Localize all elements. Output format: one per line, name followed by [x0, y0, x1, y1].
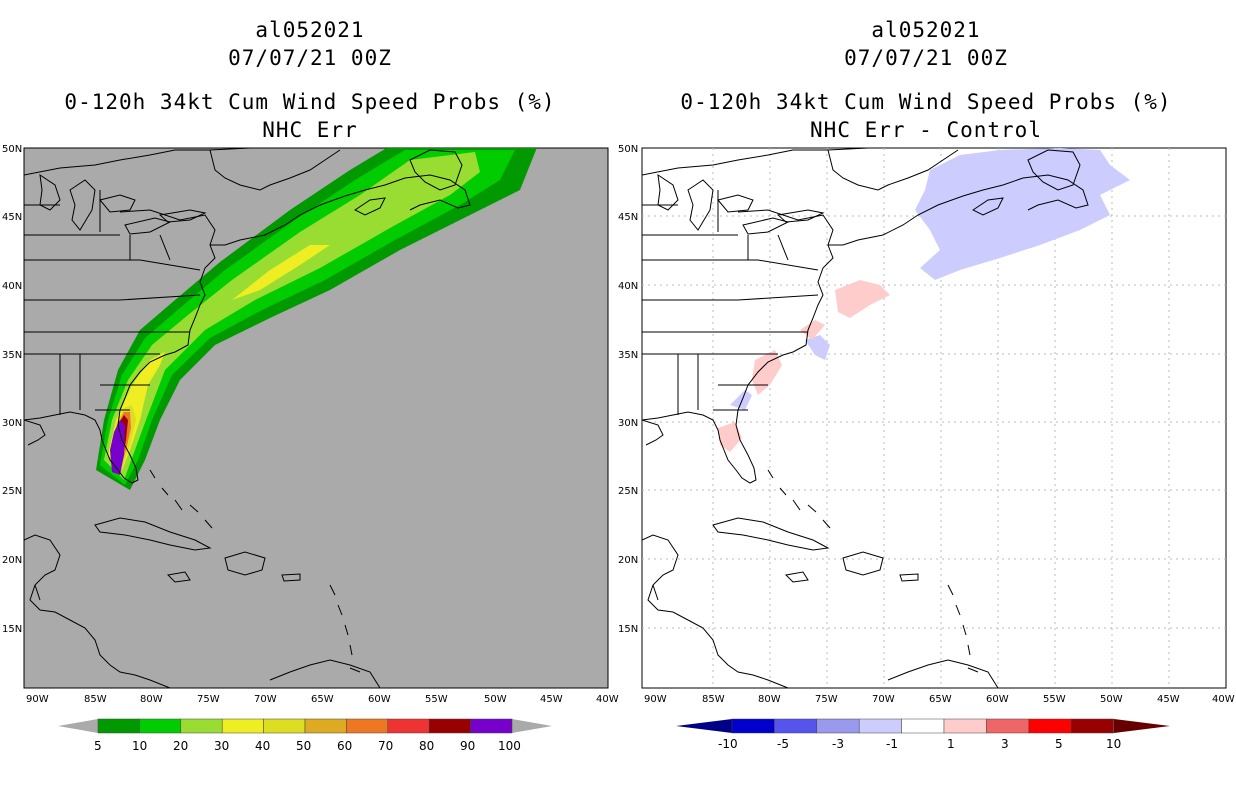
lon-label: 85W	[702, 694, 725, 705]
colorbar-swatch	[180, 718, 223, 734]
lon-label: 90W	[26, 694, 49, 705]
colorbar-label: 100	[498, 739, 521, 753]
lon-label: 75W	[815, 694, 838, 705]
lon-label: 70W	[254, 694, 277, 705]
lon-label: 60W	[986, 694, 1009, 705]
lon-label: 90W	[644, 694, 667, 705]
colorbar-label: 40	[255, 739, 270, 753]
lat-label: 15N	[2, 624, 22, 635]
colorbar-swatch	[428, 718, 471, 734]
lon-label: 45W	[540, 694, 563, 705]
colorbar-swatch	[304, 718, 347, 734]
colorbar-swatch	[470, 718, 513, 734]
lat-label: 30N	[2, 418, 22, 429]
lat-label: 25N	[2, 486, 22, 497]
lat-label: 35N	[2, 350, 22, 361]
colorbar-label: -10	[718, 737, 738, 751]
lon-label: 65W	[311, 694, 334, 705]
lon-label: 85W	[84, 694, 107, 705]
colorbar-label: -5	[777, 737, 789, 751]
lat-label: 25N	[618, 486, 638, 497]
right-subtitle: NHC Err - Control	[810, 118, 1042, 142]
colorbar-swatch	[1028, 718, 1072, 734]
colorbar-label: 3	[1001, 737, 1009, 751]
right-colorbar	[676, 718, 1170, 734]
colorbar-swatch	[986, 718, 1030, 734]
left-lon-labels: 90W 85W 80W 75W 70W 65W 60W 55W 50W 45W …	[26, 694, 619, 705]
lon-label: 40W	[1212, 694, 1235, 705]
colorbar-label: 20	[173, 739, 188, 753]
lon-label: 40W	[596, 694, 619, 705]
lon-label: 55W	[425, 694, 448, 705]
colorbar-swatch	[858, 718, 902, 734]
left-colorbar-labels: 5 10 20 30 40 50 60 70 80 90 100	[94, 739, 521, 753]
colorbar-swatch	[943, 718, 987, 734]
colorbar-swatch	[221, 718, 264, 734]
left-product-title: 0-120h 34kt Cum Wind Speed Probs (%)	[64, 90, 556, 114]
colorbar-swatch	[901, 718, 945, 734]
colorbar-label: 10	[132, 739, 147, 753]
right-product-title: 0-120h 34kt Cum Wind Speed Probs (%)	[680, 90, 1172, 114]
lon-label: 50W	[1100, 694, 1123, 705]
lon-label: 80W	[140, 694, 163, 705]
colorbar-label: 1	[947, 737, 955, 751]
lat-label: 40N	[618, 281, 638, 292]
colorbar-swatch	[387, 718, 430, 734]
lat-label: 35N	[618, 350, 638, 361]
left-map	[23, 147, 609, 689]
lat-label: 30N	[618, 418, 638, 429]
colorbar-label: 80	[419, 739, 434, 753]
lat-label: 45N	[2, 212, 22, 223]
lon-label: 70W	[872, 694, 895, 705]
colorbar-swatch	[346, 718, 389, 734]
lon-label: 50W	[484, 694, 507, 705]
left-subtitle: NHC Err	[262, 118, 358, 142]
colorbar-label: 5	[94, 739, 102, 753]
lon-label: 80W	[758, 694, 781, 705]
right-datetime: 07/07/21 00Z	[844, 46, 1008, 70]
right-lat-labels: 50N 45N 40N 35N 30N 25N 20N 15N	[618, 144, 638, 635]
colorbar-label: 70	[378, 739, 393, 753]
colorbar-swatch	[816, 718, 860, 734]
colorbar-label: -3	[832, 737, 844, 751]
lon-label: 60W	[368, 694, 391, 705]
lon-label: 55W	[1043, 694, 1066, 705]
left-storm-id: al052021	[255, 18, 365, 42]
colorbar-swatch	[731, 718, 775, 734]
right-map	[641, 147, 1227, 689]
colorbar-swatch	[1070, 718, 1114, 734]
lat-label: 50N	[618, 144, 638, 155]
lat-label: 15N	[618, 624, 638, 635]
left-lat-labels: 50N 45N 40N 35N 30N 25N 20N 15N	[2, 144, 22, 635]
right-storm-id: al052021	[871, 18, 981, 42]
lon-label: 75W	[197, 694, 220, 705]
lat-label: 20N	[618, 555, 638, 566]
colorbar-label: 30	[214, 739, 229, 753]
lon-label: 65W	[929, 694, 952, 705]
lat-label: 40N	[2, 281, 22, 292]
colorbar-label: 90	[460, 739, 475, 753]
colorbar-swatch	[97, 718, 140, 734]
colorbar-swatch	[774, 718, 818, 734]
colorbar-label: 50	[296, 739, 311, 753]
colorbar-swatch	[139, 718, 182, 734]
right-colorbar-labels: -10 -5 -3 -1 1 3 5 10	[718, 737, 1121, 751]
lon-label: 45W	[1157, 694, 1180, 705]
right-lon-labels: 90W 85W 80W 75W 70W 65W 60W 55W 50W 45W …	[644, 694, 1235, 705]
left-datetime: 07/07/21 00Z	[228, 46, 392, 70]
colorbar-swatch	[263, 718, 306, 734]
colorbar-label: 60	[337, 739, 352, 753]
left-colorbar	[58, 718, 552, 734]
colorbar-label: 10	[1106, 737, 1121, 751]
colorbar-label: -1	[886, 737, 898, 751]
lat-label: 20N	[2, 555, 22, 566]
colorbar-label: 5	[1055, 737, 1063, 751]
lat-label: 50N	[2, 144, 22, 155]
lat-label: 45N	[618, 212, 638, 223]
